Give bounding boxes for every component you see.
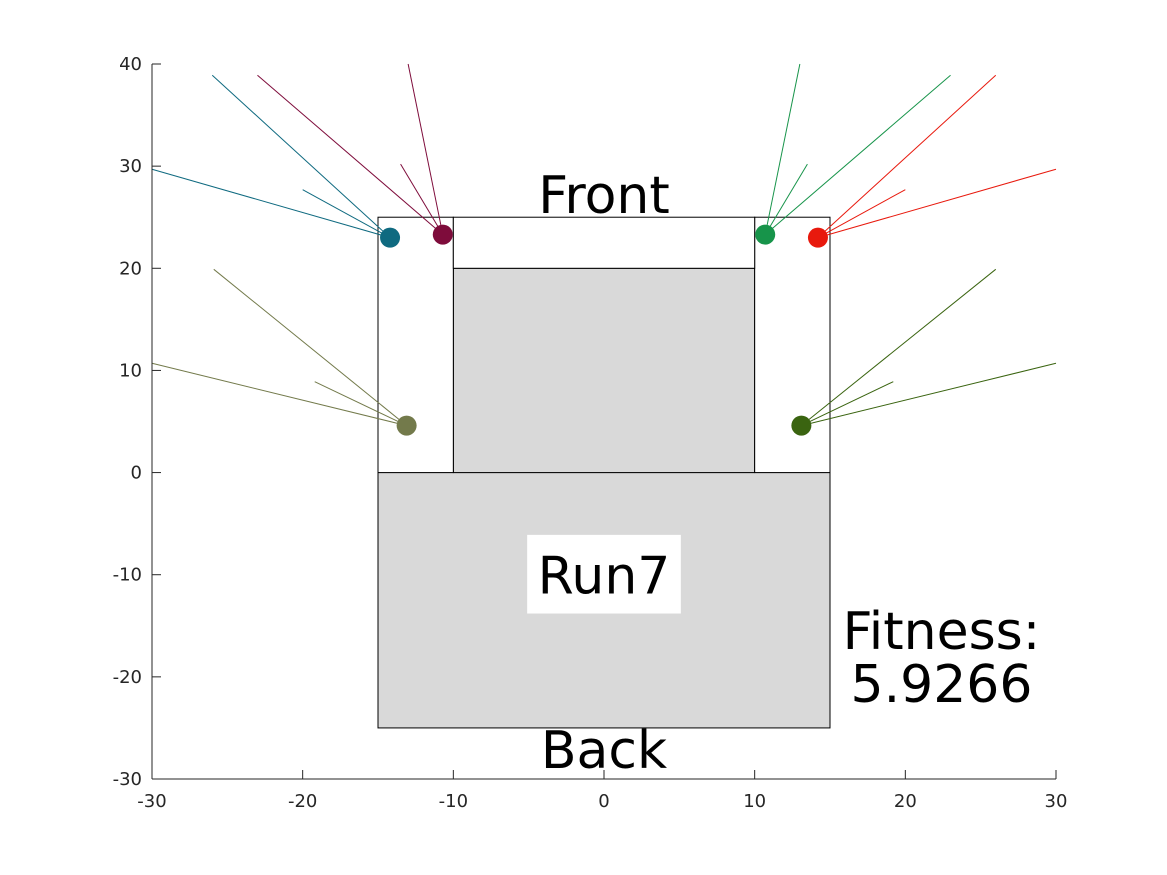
sensor-rear-left-ray-2 (314, 381, 407, 427)
sensor-front-left-outer-ray-2 (302, 189, 391, 239)
sensor-rear-right (791, 415, 812, 436)
x-tick-label: -20 (288, 791, 317, 812)
x-tick-label: -10 (439, 791, 468, 812)
sensor-rear-left (396, 415, 417, 436)
sensor-rear-left-ray-3 (213, 268, 407, 426)
y-tick-label: 40 (119, 54, 142, 75)
x-tick-label: -30 (137, 791, 166, 812)
x-ticks: -30 -20 -10 0 10 20 30 (137, 770, 1067, 812)
y-tick-label: 0 (131, 463, 142, 484)
y-tick-label: 30 (119, 156, 142, 177)
left-column (377, 216, 454, 474)
sensor-front-left-inner-ray-3 (407, 63, 444, 235)
sensor-front-right-outer (807, 227, 828, 248)
x-tick-label: 0 (598, 791, 609, 812)
sensor-rear-right-ray-2 (801, 381, 894, 427)
sensor-front-right-outer-ray-2 (817, 189, 906, 239)
x-tick-label: 10 (743, 791, 766, 812)
sensor-rear-left-ray-1 (151, 362, 407, 427)
sensor-rear-right-ray-1 (801, 268, 997, 426)
y-tick-label: -10 (113, 565, 142, 586)
y-ticks: -30 -20 -10 0 10 20 30 40 (113, 54, 161, 790)
sensor-markers (380, 224, 828, 436)
sensor-front-right-inner-ray-3 (764, 74, 951, 235)
annotations: Front Back Run7 Fitness: 5.9266 (527, 166, 1040, 781)
sensor-front-left-inner (432, 224, 453, 245)
sensor-front-left-outer-ray-3 (211, 74, 391, 239)
sensor-front-right-inner-ray-2 (764, 163, 808, 235)
sensor-front-left-inner-ray-1 (257, 74, 444, 235)
sensor-front-right-inner-ray-1 (764, 63, 801, 235)
x-tick-label: 20 (894, 791, 917, 812)
fitness-label: Fitness: (843, 602, 1041, 662)
back-label: Back (541, 721, 667, 781)
y-tick-label: -20 (113, 667, 142, 688)
sensor-front-right-inner (755, 224, 776, 245)
y-tick-label: 10 (119, 360, 142, 381)
sensor-front-right-outer-ray-1 (817, 74, 997, 239)
run-label: Run7 (538, 547, 671, 607)
body-regions (377, 216, 831, 729)
x-tick-label: 30 (1045, 791, 1068, 812)
sensor-rear-right-ray-3 (801, 362, 1057, 427)
center-block (452, 267, 756, 474)
fitness-value: 5.9266 (851, 655, 1033, 715)
y-tick-label: 20 (119, 258, 142, 279)
front-strip (452, 216, 756, 269)
sensor-rays (151, 63, 1057, 427)
front-label: Front (538, 166, 670, 226)
sensor-front-left-outer (380, 227, 401, 248)
sensor-front-left-inner-ray-2 (400, 163, 444, 235)
run-label-box (527, 534, 681, 614)
axes: -30 -20 -10 0 10 20 30 -30 -20 -10 0 10 20 30 40 (113, 54, 1068, 812)
sensor-front-right-outer-ray-3 (817, 168, 1057, 239)
sensor-front-left-outer-ray-1 (151, 168, 391, 239)
right-column (754, 216, 831, 474)
y-tick-label: -30 (113, 769, 142, 790)
